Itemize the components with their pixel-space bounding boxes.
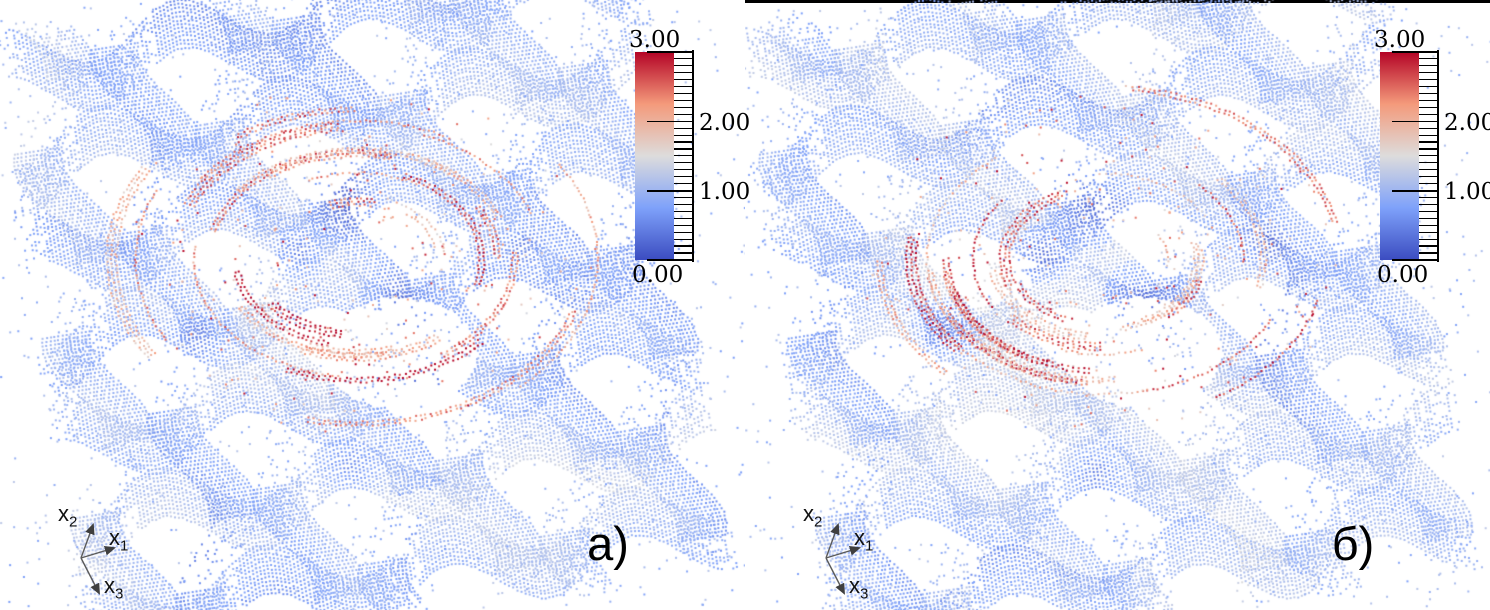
axis-label-x3: x3 [849, 573, 869, 603]
axis-arrow-x3 [825, 557, 845, 595]
point-cloud-a [0, 0, 745, 610]
axis-arrow-x1 [825, 545, 862, 559]
axis-arrow-x2 [80, 523, 95, 559]
axis-arrow-x1 [80, 545, 117, 559]
panel-label-b: б) [1331, 517, 1375, 570]
axis-label-x3: x3 [104, 573, 124, 603]
axis-arrow-x3 [80, 557, 100, 595]
axis-label-x1: x1 [854, 525, 874, 555]
axis-label-x2: x2 [58, 501, 78, 531]
point-cloud-b [745, 0, 1490, 610]
panel-label-a: а) [587, 517, 629, 570]
axis-arrow-x2 [825, 523, 840, 559]
axis-label-x1: x1 [109, 525, 129, 555]
axes-triad-a [80, 523, 117, 595]
axis-label-x2: x2 [803, 501, 823, 531]
panel-b: 3.00 2.00 1.00 0.00 x2 x1 x3 б) [745, 0, 1490, 610]
panel-a: 3.00 2.00 1.00 0.00 x2 x1 x3 а) [0, 0, 750, 610]
axes-triad-b [825, 523, 862, 595]
